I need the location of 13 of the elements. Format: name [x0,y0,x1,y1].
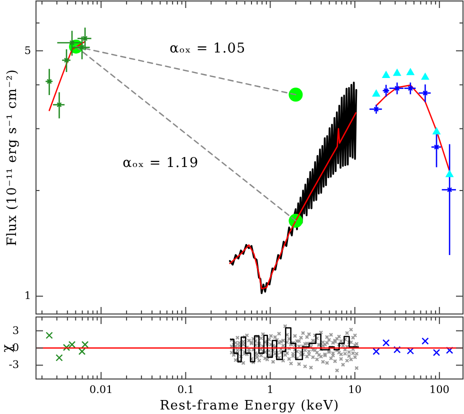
x-tick-label: 0.01 [89,384,113,396]
y-tick-label: -3 [8,359,19,372]
y-tick-label: 5 [24,44,31,57]
annotation: αₒₓ = 1.19 [122,155,199,172]
y-tick-label: 3 [12,324,19,337]
x-tick-label: 1 [266,384,274,396]
x-axis-title: Rest-frame Energy (keV) [160,398,340,414]
y-axis-title: Flux (10⁻¹¹ erg s⁻¹ cm⁻²) [4,68,20,246]
x-tick-label: 10 [348,384,362,396]
y-axis-title: χ [0,344,14,352]
annotation: αₒₓ = 1.05 [170,40,246,57]
x-tick-label: 0.1 [177,384,194,396]
x-tick-label: 100 [429,384,450,396]
